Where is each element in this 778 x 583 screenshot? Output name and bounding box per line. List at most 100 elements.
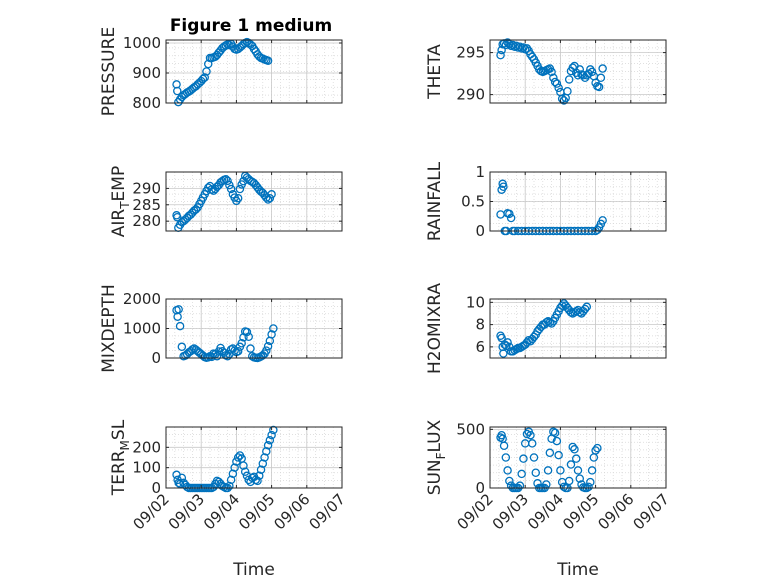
sun_flux-x-tick-label: 09/06	[594, 490, 637, 533]
air_temp-data-point	[225, 180, 234, 190]
pressure-y-tick-label: 1000	[123, 34, 161, 52]
sun_flux-data-point	[575, 474, 585, 483]
pressure-axes-box	[165, 39, 343, 104]
sun_flux-data-point	[501, 453, 511, 462]
sun_flux-x-tick-label: 09/05	[559, 490, 602, 533]
sun_flux-data-point	[550, 428, 560, 438]
sun_flux-data-point	[543, 466, 553, 475]
theta-data-point	[594, 82, 604, 92]
sun_flux-data-point	[503, 466, 512, 475]
sun_flux-data-point	[522, 429, 532, 439]
terr_msl-data-point	[240, 467, 250, 476]
sun_flux-data-point	[549, 427, 558, 436]
terr_msl-x-tick-label: 09/03	[165, 490, 208, 533]
air_temp-data-point	[235, 184, 245, 194]
h2omixra-axes-box	[489, 298, 667, 359]
pressure-data-point	[263, 56, 273, 65]
rainfall-y-axis-label: RAINFALL	[425, 161, 445, 241]
theta-data-point	[557, 94, 567, 104]
mixdepth-data-point	[262, 346, 271, 355]
terr_msl-y-tick-label: 0	[151, 479, 161, 497]
theta-data-point	[587, 67, 597, 77]
sun_flux-data-point	[531, 468, 541, 477]
h2omixra-y-axis-label: H2OMIXRA	[425, 283, 445, 374]
terr_msl-data-point	[262, 447, 271, 456]
sun_flux-x-tick-label: 09/04	[524, 490, 567, 533]
air_temp-data-point	[226, 184, 236, 194]
sun_flux-axes-box	[489, 426, 667, 489]
terr_msl-data-point	[225, 481, 234, 491]
terr_msl-y-axis-label: TERRMSL	[109, 419, 132, 496]
theta-data-point	[552, 79, 562, 88]
sun_flux-y-tick-label: 0	[475, 479, 485, 497]
terr_msl-data-point	[256, 465, 266, 474]
rainfall-data-point	[506, 213, 516, 223]
h2omixra-data-point	[497, 333, 506, 343]
rainfall-y-tick-label: 1	[475, 163, 485, 181]
sun_flux-data-point	[527, 439, 537, 448]
pressure-data-point	[200, 73, 209, 82]
h2omixra-y-tick-label: 6	[475, 338, 485, 356]
theta-data-point	[596, 73, 606, 83]
terr_msl-data-point	[177, 473, 187, 483]
terr_msl-data-point	[233, 453, 243, 462]
h2omixra-data-point	[545, 318, 555, 327]
terr_msl-data-point	[258, 459, 268, 468]
sun_flux-data-point	[545, 448, 555, 458]
terr_msl-x-tick-label: 09/04	[200, 490, 243, 533]
air_temp-data-point	[265, 193, 275, 203]
theta-data-point	[496, 50, 505, 60]
terr_msl-data-point	[265, 435, 275, 445]
mixdepth-data-point	[242, 327, 252, 337]
sun_flux-y-axis-label: SUNFLUX	[425, 419, 448, 495]
sun_flux-data-point	[571, 454, 581, 463]
terr_msl-y-tick-label: 100	[132, 459, 161, 477]
sun_flux-data-point	[586, 477, 595, 487]
sun_flux-data-point	[554, 450, 563, 460]
air_temp-data-point	[233, 193, 243, 203]
pressure-data-point	[202, 67, 211, 76]
rainfall-data-point	[499, 182, 508, 191]
terr_msl-x-tick-label: 09/06	[270, 490, 313, 533]
sun_flux-data-point	[526, 430, 535, 440]
terr_msl-data-point	[260, 453, 269, 462]
mixdepth-data-point	[246, 344, 255, 353]
theta-y-tick-label: 290	[456, 86, 485, 104]
rainfall-y-tick-label: 0	[475, 222, 485, 240]
terr_msl-data-point	[239, 461, 248, 470]
air_temp-data-point	[267, 190, 276, 199]
terr_msl-data-point	[255, 471, 264, 481]
air_temp-y-tick-label: 290	[132, 179, 161, 197]
sun_flux-data-point	[584, 482, 593, 492]
h2omixra-data-point	[557, 301, 567, 310]
sun_flux-data-point	[552, 436, 562, 446]
sun_flux-data-point	[497, 430, 506, 440]
mixdepth-data-point	[174, 305, 183, 314]
pressure-data-point	[173, 86, 182, 96]
mixdepth-data-point	[212, 351, 222, 361]
sun_flux-data-point	[515, 481, 525, 490]
sun_flux-x-axis-label: Time	[556, 560, 599, 580]
sun_flux-data-point	[517, 469, 526, 479]
terr_msl-x-tick-label: 09/05	[235, 490, 278, 533]
h2omixra-data-point	[499, 349, 508, 358]
sun_flux-data-point	[556, 466, 565, 475]
pressure-data-point	[203, 59, 213, 69]
mixdepth-data-point	[175, 321, 185, 331]
air_temp-axes-box	[165, 171, 343, 232]
terr_msl-data-point	[253, 476, 262, 486]
theta-data-point	[547, 67, 556, 77]
sun_flux-data-point	[573, 466, 583, 475]
mixdepth-data-point	[263, 341, 273, 351]
rainfall-data-point	[505, 209, 514, 219]
rainfall-data-point	[598, 216, 607, 225]
theta-data-point	[564, 75, 574, 84]
pressure-data-point	[198, 74, 208, 84]
h2omixra-data-point	[580, 304, 590, 314]
pressure-y-tick-label: 900	[132, 64, 161, 82]
sun_flux-data-point	[591, 446, 600, 455]
mixdepth-data-point	[267, 330, 276, 339]
terr_msl-axes-box	[165, 426, 343, 489]
pressure-y-axis-label: PRESSURE	[99, 27, 119, 116]
